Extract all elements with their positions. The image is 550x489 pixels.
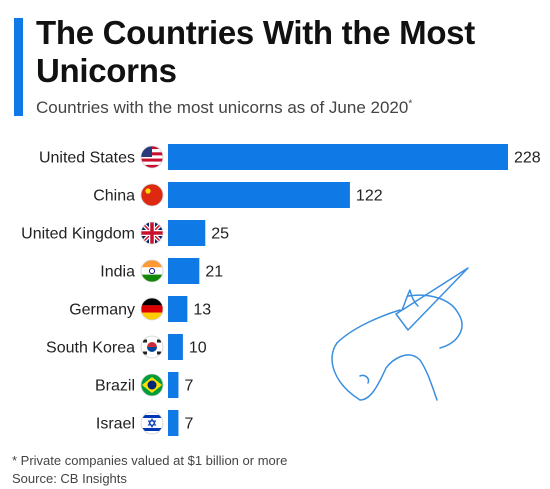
unicorn-icon [331, 267, 469, 401]
value-label: 7 [184, 378, 193, 395]
value-label: 21 [205, 264, 223, 281]
israel-flag-icon [140, 411, 164, 435]
bars-group: United States 228 China 122 United Kingdom 25… [21, 144, 541, 436]
germany-flag-icon [140, 297, 164, 321]
footnote-note: * Private companies valued at $1 billion… [12, 453, 288, 468]
subtitle-text: Countries with the most unicorns as of J… [36, 98, 409, 117]
category-label: India [100, 264, 135, 281]
category-label: China [93, 188, 135, 205]
bar [168, 220, 206, 246]
bar [168, 182, 350, 208]
bar [168, 410, 179, 436]
bar [168, 372, 179, 398]
category-label: United States [39, 150, 135, 167]
us-flag-icon [140, 145, 164, 169]
footnote: * Private companies valued at $1 billion… [12, 452, 287, 488]
category-label: South Korea [46, 340, 135, 357]
bar-chart: United States 228 China 122 United Kingdom 25… [21, 144, 541, 436]
bar [168, 144, 508, 170]
value-label: 228 [514, 150, 541, 167]
category-label: Brazil [95, 378, 135, 395]
value-label: 13 [193, 302, 211, 319]
india-flag-icon [140, 259, 164, 283]
footnote-source: Source: CB Insights [12, 471, 127, 486]
accent-bar [14, 18, 23, 116]
subtitle-marker: * [408, 98, 413, 110]
bar [168, 296, 188, 322]
uk-flag-icon [140, 221, 164, 245]
brazil-flag-icon [140, 373, 164, 397]
category-label: Germany [69, 302, 135, 319]
value-label: 25 [211, 226, 229, 243]
chart-subtitle: Countries with the most unicorns as of J… [36, 98, 412, 118]
category-label: United Kingdom [21, 226, 135, 243]
value-label: 10 [189, 340, 207, 357]
bar [168, 334, 183, 360]
category-label: Israel [96, 416, 135, 433]
bar [168, 258, 200, 284]
value-label: 7 [184, 416, 193, 433]
china-flag-icon [140, 183, 164, 207]
chart-title: The Countries With the Most Unicorns [36, 14, 475, 89]
south-korea-flag-icon [140, 335, 164, 359]
value-label: 122 [356, 188, 383, 205]
